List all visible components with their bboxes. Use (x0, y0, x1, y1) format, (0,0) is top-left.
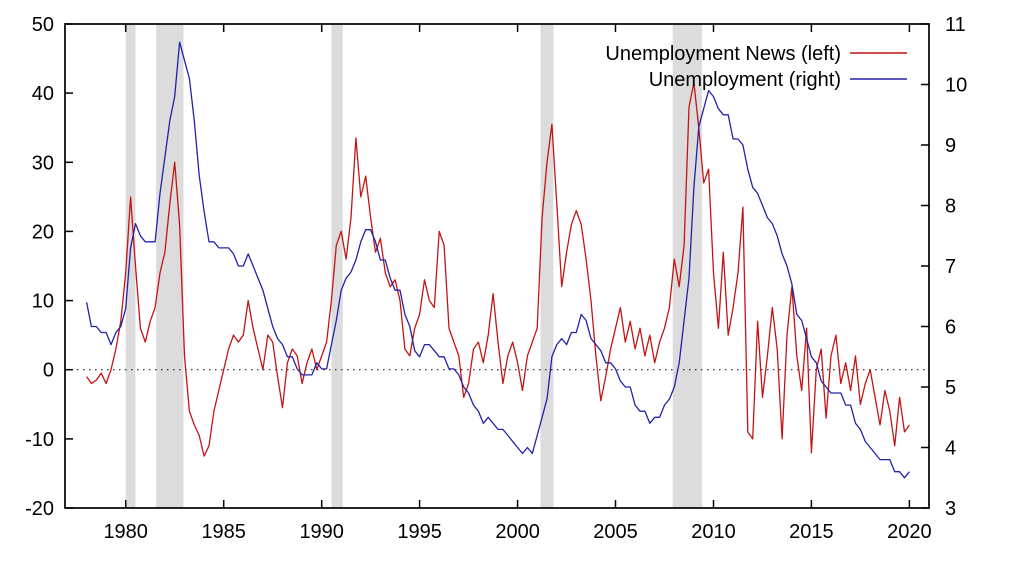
x-axis-tick-label: 1995 (397, 521, 442, 543)
plot-border (64, 23, 930, 509)
right-axis-tick-label: 9 (945, 135, 956, 157)
left-axis-tick-label: 10 (32, 291, 54, 313)
x-axis-tick-label: 1985 (201, 521, 246, 543)
x-axis-tick-label: 2020 (887, 521, 932, 543)
x-axis-tick-label: 2015 (789, 521, 834, 543)
right-axis-tick-label: 5 (945, 377, 956, 399)
left-axis-tick-label: 20 (32, 221, 54, 243)
left-axis-tick-label: -10 (25, 429, 54, 451)
recession-band (125, 24, 136, 508)
right-axis-tick-label: 7 (945, 256, 956, 278)
unemployment-rate-series (85, 41, 910, 479)
right-axis-tick-label: 11 (945, 14, 966, 36)
left-axis-tick-label: 40 (32, 83, 54, 105)
legend-label: Unemployment (right) (649, 69, 841, 91)
unemployment-news-series (86, 82, 910, 457)
right-axis-tick-label: 8 (945, 196, 956, 218)
legend-label: Unemployment News (left) (605, 43, 841, 65)
recession-band (672, 24, 703, 508)
recession-band (331, 24, 343, 508)
x-axis-tick-label: 1980 (103, 521, 148, 543)
right-axis-tick-label: 4 (945, 438, 956, 460)
right-axis-tick-label: 3 (945, 498, 956, 520)
x-axis-tick-label: 2005 (593, 521, 638, 543)
recession-band (156, 24, 184, 508)
left-axis-tick-label: 30 (32, 152, 54, 174)
x-axis-tick-label: 2000 (495, 521, 540, 543)
right-axis-tick-label: 10 (945, 75, 967, 97)
x-axis-tick-label: 1990 (299, 521, 344, 543)
left-axis-tick-label: 50 (32, 14, 54, 36)
right-axis-tick-label: 6 (945, 317, 956, 339)
left-axis-tick-label: 0 (43, 360, 54, 382)
left-axis-tick-label: -20 (25, 498, 54, 520)
x-axis-tick-label: 2010 (691, 521, 736, 543)
recession-band (540, 24, 554, 508)
